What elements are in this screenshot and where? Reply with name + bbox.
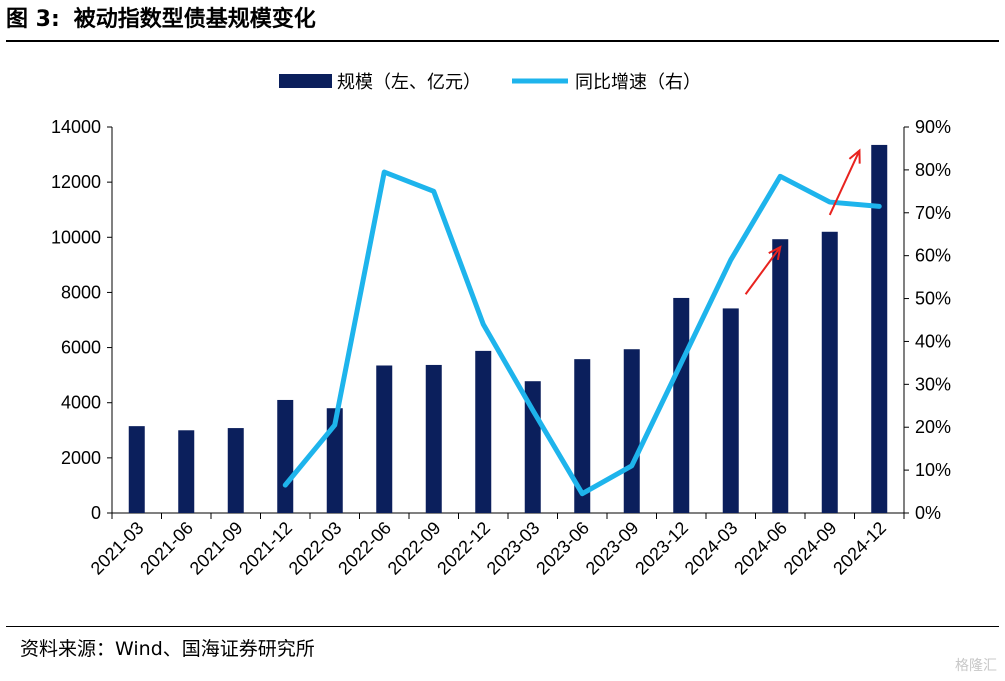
legend-label-line: 同比增速（右） (575, 72, 701, 93)
left-tick-label: 2000 (61, 448, 101, 468)
watermark-logo: 格隆汇 (955, 658, 997, 674)
bar (425, 364, 442, 513)
line-series (282, 169, 882, 497)
right-tick-label: 40% (915, 331, 951, 351)
bar (772, 239, 789, 514)
right-tick-label: 90% (915, 117, 951, 137)
x-tick-label: 2022-03 (285, 518, 346, 579)
bar (277, 399, 294, 513)
right-tick-label: 60% (915, 246, 951, 266)
source-note: 资料来源：Wind、国海证券研究所 (20, 638, 315, 660)
bar (623, 349, 640, 513)
left-tick-label: 14000 (51, 117, 101, 137)
bar (178, 430, 195, 513)
x-tick-label: 2022-12 (433, 518, 494, 579)
x-tick-label: 2021-09 (186, 518, 247, 579)
x-tick-label: 2023-06 (532, 518, 593, 579)
bar (673, 297, 690, 513)
bar (326, 408, 343, 513)
left-tick-label: 4000 (61, 393, 101, 413)
bar (128, 426, 145, 513)
left-tick-label: 12000 (51, 172, 101, 192)
x-tick-label: 2023-03 (483, 518, 544, 579)
source-rule (6, 626, 999, 627)
left-tick-label: 8000 (61, 282, 101, 302)
x-tick-label: 2021-12 (235, 518, 296, 579)
annotation-arrow-shaft (828, 150, 861, 216)
right-tick-label: 70% (915, 203, 951, 223)
left-tick-label: 10000 (51, 227, 101, 247)
x-tick-label: 2022-06 (334, 518, 395, 579)
bar (227, 428, 244, 513)
chart: 规模（左、亿元） 同比增速（右） 0 2000 4000 6000 8000 10000 1… (51, 72, 951, 579)
right-tick-label: 50% (915, 289, 951, 309)
right-tick-label: 0% (915, 503, 941, 523)
figure-title: 图 3: 被动指数型债基规模变化 (6, 2, 316, 38)
right-tick-label: 10% (915, 460, 951, 480)
bar (574, 359, 591, 513)
x-tick-label: 2023-12 (631, 518, 692, 579)
annotation-arrow-shaft (744, 246, 782, 295)
title-rule (6, 40, 999, 42)
left-tick-label: 0 (91, 503, 101, 523)
annotation-arrow-head (848, 148, 861, 164)
x-tick-label: 2024-03 (681, 518, 742, 579)
legend: 规模（左、亿元） 同比增速（右） (279, 72, 701, 93)
x-tick-label: 2023-09 (582, 518, 643, 579)
left-tick-label: 6000 (61, 338, 101, 358)
bar (376, 365, 393, 513)
bar (871, 144, 888, 513)
right-tick-label: 80% (915, 160, 951, 180)
figure-number: 图 3: (6, 7, 60, 32)
bar (475, 350, 492, 513)
x-tick-label: 2022-09 (384, 518, 445, 579)
legend-swatch-bar (279, 74, 332, 88)
x-tick-label: 2024-06 (730, 518, 791, 579)
x-tick-label: 2024-12 (829, 518, 890, 579)
x-tick-label: 2024-09 (780, 518, 841, 579)
bar (821, 231, 838, 513)
annotation-arrow-head (768, 245, 782, 261)
bar (722, 308, 739, 513)
growth-line (282, 169, 882, 497)
x-tick-label: 2021-03 (87, 518, 148, 579)
figure-title-text: 被动指数型债基规模变化 (73, 7, 316, 32)
legend-label-bar: 规模（左、亿元） (337, 72, 481, 93)
annotations (744, 148, 861, 295)
right-tick-label: 20% (915, 417, 951, 437)
right-tick-label: 30% (915, 374, 951, 394)
x-tick-label: 2021-06 (136, 518, 197, 579)
bar-series (128, 144, 888, 514)
